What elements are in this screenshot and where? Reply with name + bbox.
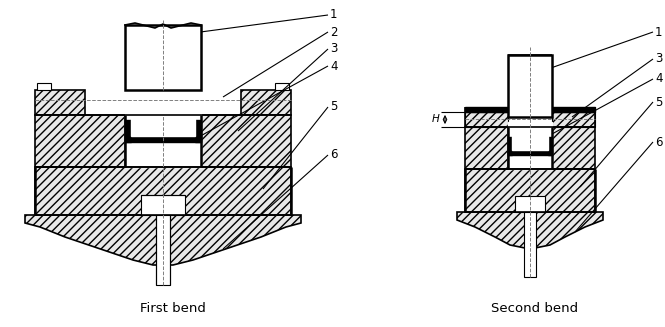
Text: 3: 3 (330, 43, 337, 56)
Bar (37, 83, 51, 90)
Bar (548, 137, 552, 155)
Polygon shape (25, 215, 301, 265)
Text: Second bend: Second bend (491, 302, 579, 316)
Bar (241, 90, 291, 115)
Bar (35, 90, 85, 115)
Bar (201, 115, 291, 167)
Bar (508, 122, 552, 169)
Bar (35, 167, 291, 215)
Bar (35, 115, 125, 167)
Bar (125, 120, 131, 142)
Text: 4: 4 (655, 73, 662, 85)
Bar (156, 215, 170, 285)
Bar (465, 112, 508, 127)
Text: 1: 1 (655, 26, 662, 39)
Bar (195, 120, 201, 142)
Bar (512, 135, 548, 150)
Bar (275, 83, 289, 90)
Text: 2: 2 (330, 26, 338, 39)
Bar (508, 137, 512, 155)
Bar (125, 136, 201, 142)
Text: 3: 3 (655, 53, 662, 65)
Bar (125, 25, 201, 90)
Bar (465, 169, 595, 212)
Polygon shape (457, 212, 603, 249)
Bar (524, 212, 536, 277)
Bar (131, 114, 195, 136)
Text: 6: 6 (330, 148, 338, 162)
Text: First bend: First bend (140, 302, 206, 316)
Bar (552, 107, 595, 112)
Text: 1: 1 (330, 9, 338, 22)
Text: 6: 6 (655, 135, 662, 148)
Text: H: H (431, 114, 439, 125)
Bar (465, 107, 508, 112)
Bar (125, 113, 201, 167)
Bar (552, 127, 595, 169)
Bar (552, 112, 595, 127)
Bar (508, 55, 552, 117)
Bar (508, 150, 552, 155)
Text: 5: 5 (330, 100, 337, 113)
Bar (141, 195, 185, 215)
Text: 5: 5 (655, 95, 662, 109)
Bar (465, 127, 508, 169)
Text: 4: 4 (330, 60, 338, 73)
Bar (515, 196, 545, 212)
